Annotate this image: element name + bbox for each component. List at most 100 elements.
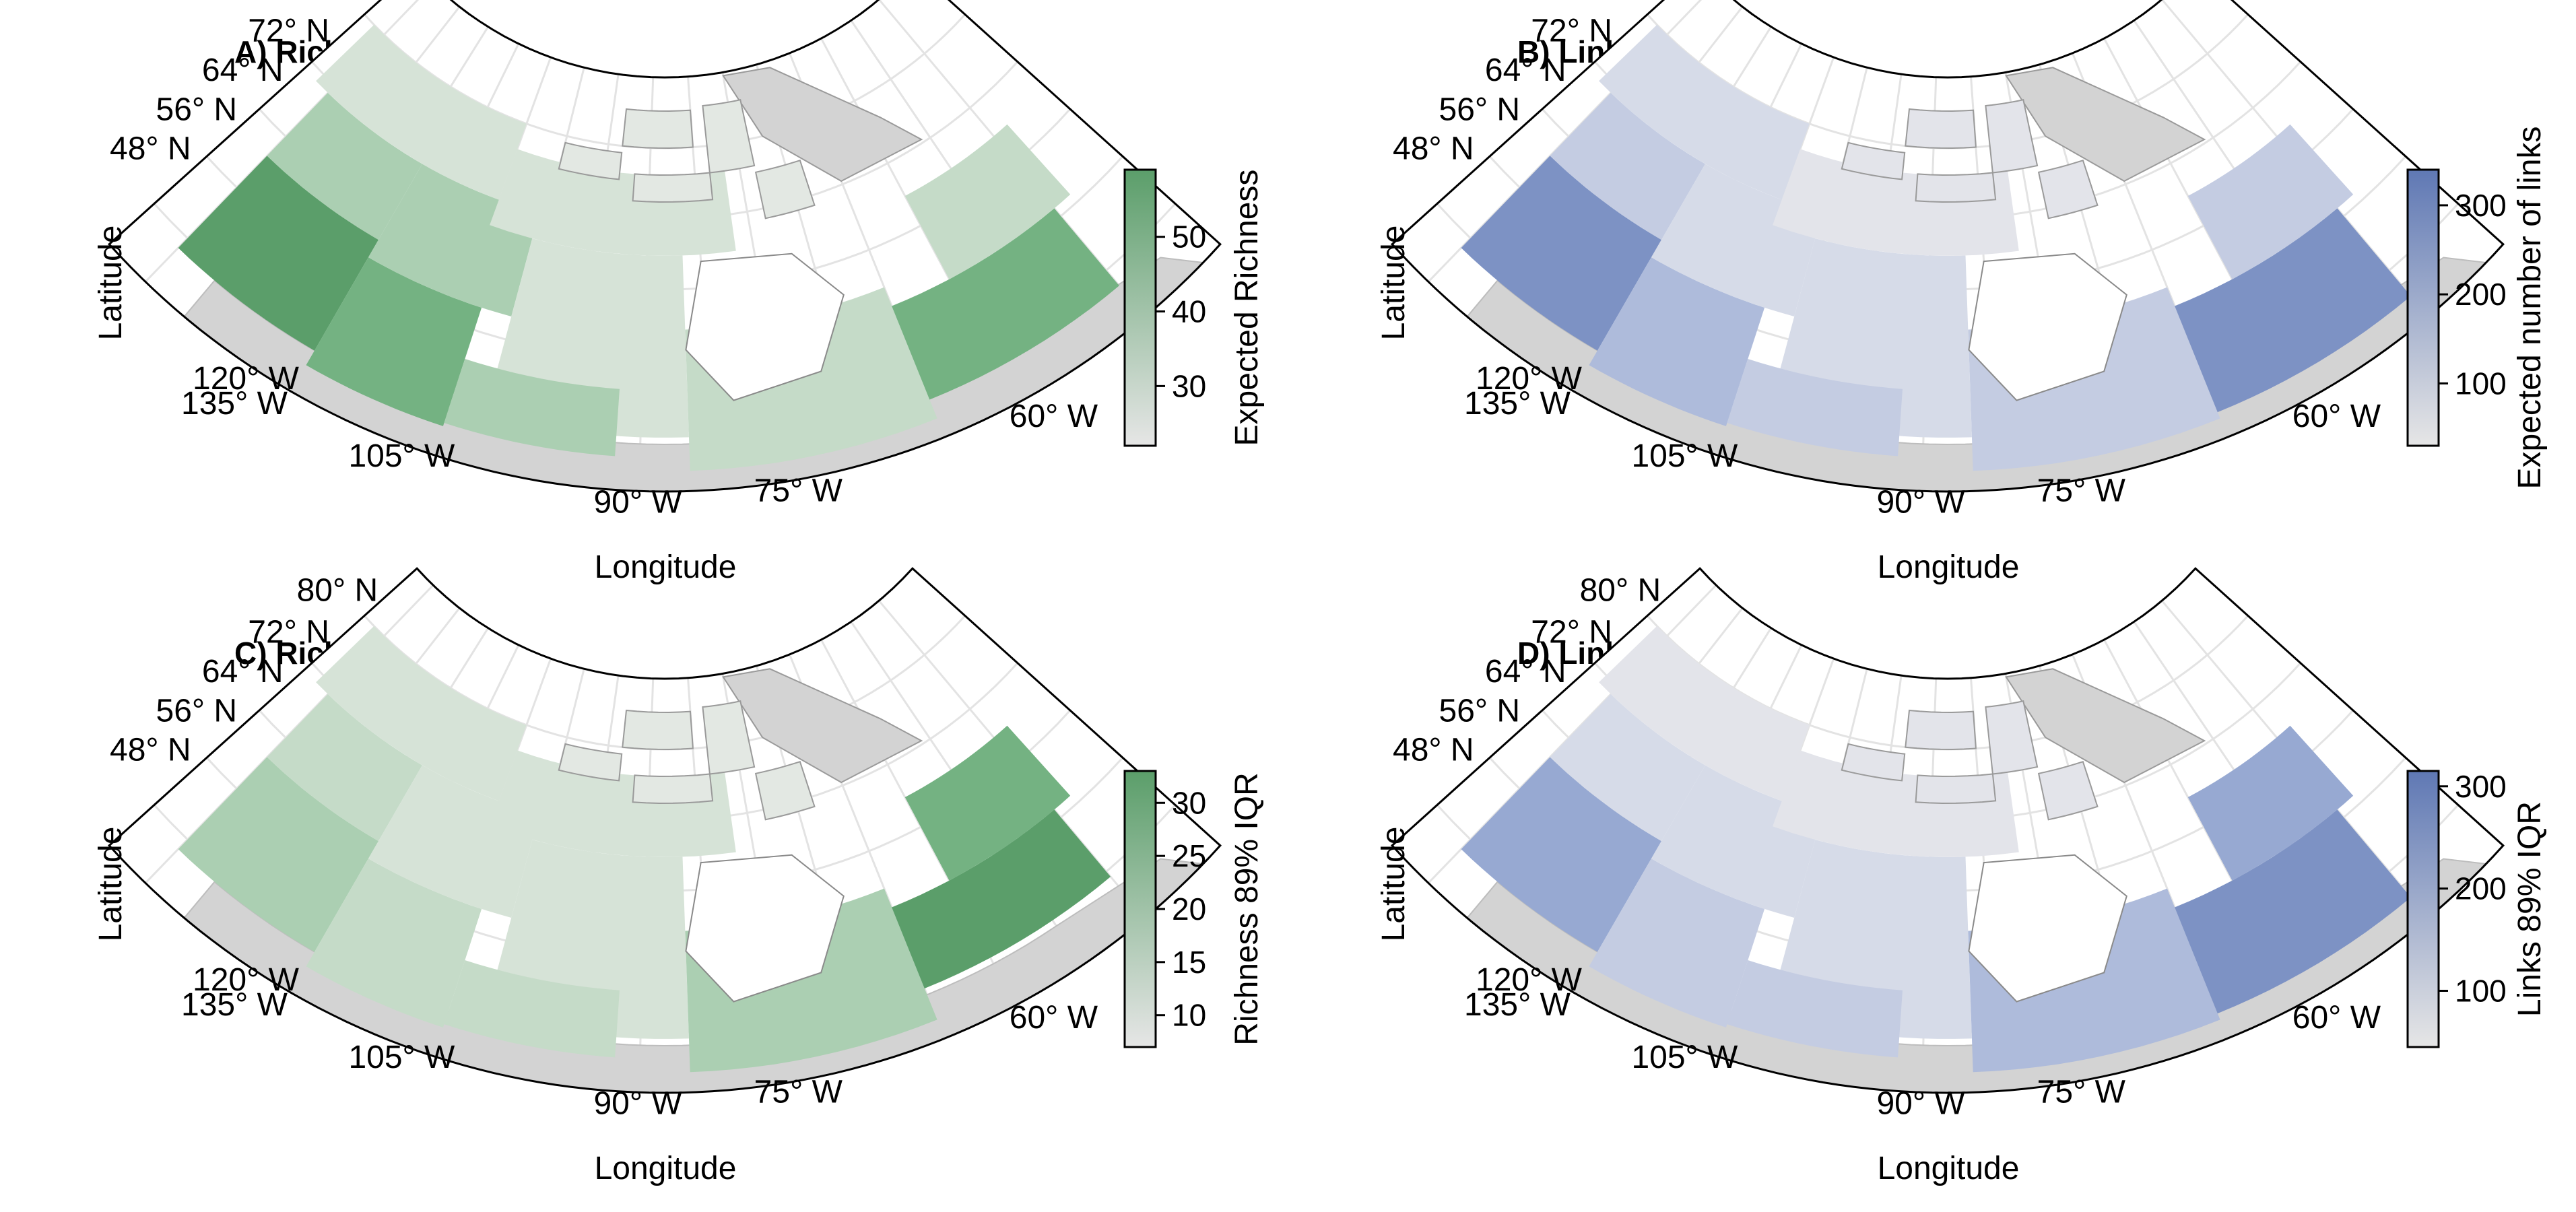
region-cell [316, 24, 527, 200]
lon-tick-label: 135° W [181, 987, 288, 1023]
lat-tick-label: 48° N [110, 131, 191, 167]
colorbar-tick-label: 300 [2455, 188, 2507, 223]
region-cell [1727, 359, 1903, 457]
lat-tick-label: 56° N [156, 693, 238, 729]
region-cell [1651, 164, 1822, 316]
arctic-island [1985, 99, 2039, 174]
region-cell [1461, 757, 1661, 952]
lat-tick-label: 80° N [297, 573, 378, 609]
colorbar-tick-label: 15 [1172, 945, 1206, 980]
greenland-landmass [722, 668, 923, 784]
hudson-bay [685, 252, 845, 401]
lat-tick-label: 72° N [248, 13, 329, 48]
arctic-island [2037, 159, 2099, 220]
lon-tick-label: 60° W [1010, 399, 1098, 434]
arctic-island [622, 108, 694, 149]
colorbar-title: Expected number of links [2512, 127, 2548, 490]
greenland-landmass [2005, 668, 2206, 784]
region-cell [1727, 960, 1903, 1058]
lon-tick-label: 75° W [754, 473, 843, 509]
colorbar-title: Richness 89% IQR [1229, 772, 1265, 1046]
arctic-island [702, 99, 756, 174]
lon-tick-label: 60° W [2292, 399, 2381, 434]
lat-tick-label: 48° N [110, 733, 191, 768]
arctic-island [558, 743, 623, 782]
region-cell [444, 960, 620, 1058]
colorbar-tick-label: 10 [1172, 998, 1206, 1033]
lat-tick-label: 64° N [1485, 53, 1566, 88]
arctic-island [1915, 172, 1997, 203]
colorbar-tick-label: 20 [1172, 891, 1206, 927]
colorbar-gradient [2406, 770, 2440, 1048]
arctic-island [1915, 773, 1997, 805]
region-cell [316, 626, 527, 801]
region-cell [2175, 809, 2411, 1014]
arctic-island [2037, 760, 2099, 821]
colorbar-tick-label: 300 [2455, 769, 2507, 804]
lat-tick-label: 80° N [1580, 0, 1661, 7]
colorbar-gradient [2406, 168, 2440, 447]
map-frame [107, 567, 1222, 1094]
colorbar: 50 40 30 Expected Richness [1123, 168, 1265, 447]
colorbar-title: Links 89% IQR [2512, 801, 2548, 1017]
map-frame [1390, 0, 2505, 493]
lon-tick-label: 75° W [2037, 1075, 2126, 1110]
region-cell [1599, 24, 1810, 200]
lat-tick-label: 64° N [202, 654, 284, 689]
region-cell [1589, 257, 1765, 426]
lat-tick-label: 80° N [1580, 573, 1661, 609]
lon-tick-label: 75° W [754, 1075, 843, 1110]
x-axis-label: Longitude [595, 1151, 737, 1186]
colorbar: 300 200 100 Links 89% IQR [2406, 769, 2548, 1048]
lon-tick-label: 90° W [1876, 484, 1965, 520]
lat-tick-label: 56° N [1439, 693, 1521, 729]
canada-regions [1461, 626, 2411, 1073]
region-cell [1550, 694, 1705, 842]
x-axis-label: Longitude [1878, 1151, 2020, 1186]
y-axis-label: Latitude [1376, 827, 1412, 942]
hudson-bay [1968, 854, 2127, 1003]
lon-tick-label: 90° W [593, 1085, 682, 1121]
colorbar-tick-label: 25 [1172, 838, 1206, 873]
y-axis-label: Latitude [93, 827, 129, 942]
y-axis-label: Latitude [1376, 226, 1412, 341]
region-cell [904, 124, 1071, 279]
colorbar: 300 200 100 Expected number of links [2406, 127, 2548, 490]
lat-tick-label: 80° N [297, 0, 378, 7]
lon-tick-label: 135° W [1464, 386, 1571, 422]
region-cell [1550, 92, 1705, 240]
region-cell [892, 208, 1119, 400]
y-axis-label: Latitude [93, 226, 129, 341]
lon-tick-label: 135° W [1464, 987, 1571, 1023]
colorbar-tick-label: 30 [1172, 785, 1206, 820]
lon-tick-label: 60° W [2292, 1000, 2381, 1036]
x-axis-label: Longitude [1878, 549, 2020, 585]
colorbar-gradient [1123, 770, 1157, 1048]
region-cell [306, 257, 482, 426]
region-cell [267, 694, 422, 842]
region-cell [904, 725, 1071, 881]
hudson-bay [1968, 252, 2127, 401]
arctic-island [1841, 743, 1906, 782]
arctic-island [632, 773, 714, 805]
lat-tick-label: 56° N [156, 92, 238, 127]
colorbar-tick-label: 40 [1172, 294, 1206, 329]
colorbar-tick-label: 200 [2455, 871, 2507, 906]
region-cell [2187, 725, 2354, 881]
lat-tick-label: 72° N [1531, 614, 1612, 650]
greenland-landmass [722, 67, 923, 182]
colorbar-tick-label: 100 [2455, 974, 2507, 1009]
region-cell [306, 858, 482, 1028]
region-cell [444, 359, 620, 457]
colorbar: 30 25 20 15 10 Richness 89% IQR [1123, 770, 1265, 1048]
colorbar-title: Expected Richness [1229, 170, 1265, 446]
region-cell [368, 765, 539, 918]
arctic-island [1841, 141, 1906, 180]
lon-tick-label: 75° W [2037, 473, 2126, 509]
arctic-island [632, 172, 714, 203]
region-cell [2175, 208, 2411, 413]
hudson-bay [685, 854, 845, 1003]
region-cell [178, 156, 378, 351]
